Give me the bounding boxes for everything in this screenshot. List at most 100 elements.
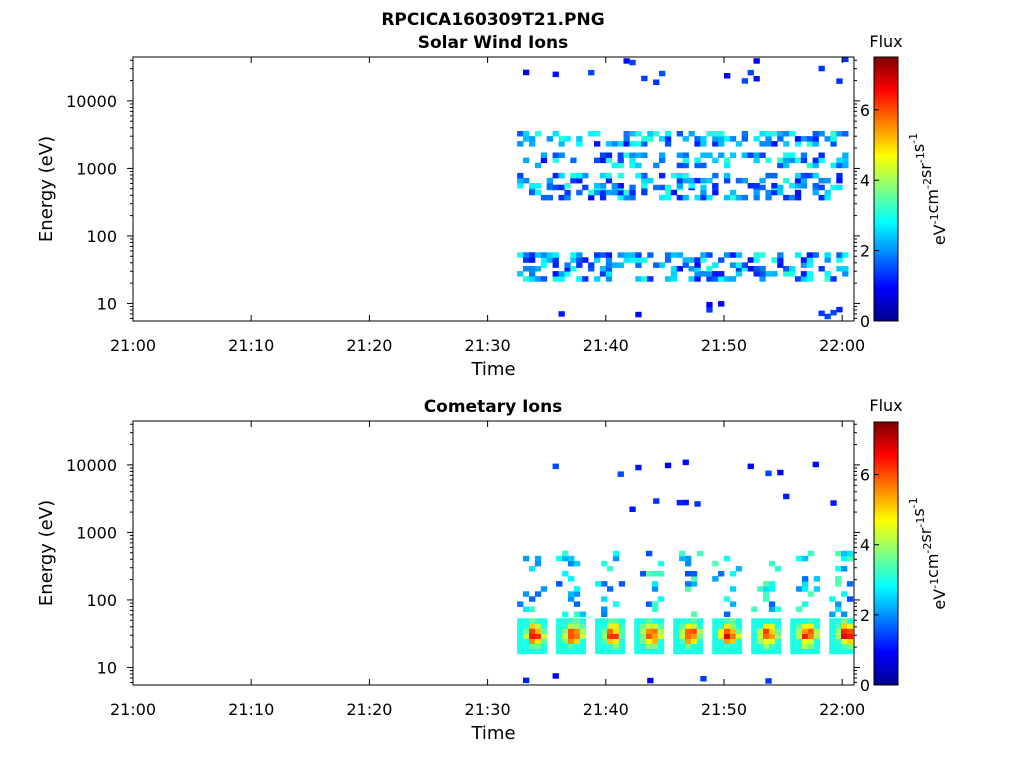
heatmap-cell	[556, 643, 563, 650]
y-tick-label: 10	[97, 294, 117, 313]
heatmap-cell	[836, 266, 843, 272]
heatmap-cell	[790, 643, 797, 650]
heatmap-cell	[529, 276, 536, 282]
heatmap-cell	[568, 560, 575, 567]
heatmap-cell	[618, 643, 626, 650]
heatmap-cell	[594, 157, 601, 164]
heatmap-cell	[774, 638, 782, 644]
heatmap-cell	[763, 643, 770, 650]
heatmap-cell	[690, 576, 698, 582]
heatmap-cell	[623, 252, 630, 258]
heatmap-cell	[679, 555, 686, 562]
heatmap-cell	[789, 131, 796, 137]
heatmap-cell	[718, 301, 725, 307]
heatmap-cell	[647, 677, 654, 684]
heatmap-cell	[682, 162, 689, 169]
heatmap-cell	[794, 136, 802, 142]
heatmap-cell	[741, 194, 748, 201]
y-tick-label: 1000	[76, 159, 117, 178]
heatmap-cell	[846, 555, 854, 562]
heatmap-cell	[605, 266, 613, 272]
heatmap-cell	[595, 623, 602, 629]
heatmap-cell	[741, 266, 748, 272]
y-tick-label: 100	[86, 227, 117, 246]
heatmap-cell	[712, 131, 719, 137]
heatmap-cell	[777, 469, 784, 476]
heatmap-cell	[794, 194, 802, 201]
heatmap-cell	[774, 618, 782, 624]
heatmap-cell	[523, 252, 530, 258]
heatmap-cell	[612, 648, 620, 655]
heatmap-cell	[724, 172, 731, 179]
heatmap-cell	[657, 648, 665, 655]
heatmap-cell	[641, 276, 648, 282]
heatmap-cell	[789, 157, 796, 164]
heatmap-cell	[729, 152, 737, 158]
heatmap-cell	[846, 623, 854, 629]
heatmap-cell	[690, 633, 698, 639]
heatmap-cell	[813, 638, 821, 644]
heatmap-cell	[768, 648, 776, 655]
heatmap-cell	[552, 172, 559, 179]
heatmap-cell	[774, 633, 782, 639]
heatmap-cell	[659, 172, 666, 179]
heatmap-cell	[534, 266, 542, 272]
heatmap-cell	[835, 643, 842, 650]
heatmap-cell	[771, 131, 778, 137]
heatmap-cell	[829, 618, 836, 624]
heatmap-cell	[796, 623, 803, 629]
heatmap-cell	[576, 257, 583, 263]
unit-exponent: -2	[921, 178, 934, 189]
heatmap-cell	[796, 648, 803, 655]
heatmap-cell	[534, 591, 542, 597]
heatmap-cell	[562, 623, 569, 629]
heatmap-cell	[640, 648, 647, 655]
heatmap-cell	[523, 591, 530, 597]
heatmap-cell	[842, 271, 849, 277]
unit-part: eV	[930, 589, 949, 610]
heatmap-cell	[582, 276, 589, 282]
heatmap-cell	[694, 136, 701, 142]
heatmap-cell	[685, 571, 692, 577]
heatmap-cell	[673, 628, 680, 634]
heatmap-cell	[751, 638, 758, 644]
heatmap-cell	[768, 633, 776, 639]
heatmap-cell	[735, 141, 743, 147]
heatmap-cell	[800, 177, 808, 184]
colorbar-gradient	[873, 56, 899, 322]
heatmap-cell	[534, 276, 542, 282]
heatmap-cell	[646, 550, 653, 557]
heatmap-cell	[802, 576, 809, 582]
heatmap-cell	[783, 131, 790, 137]
heatmap-cell	[735, 628, 743, 634]
heatmap-cell	[529, 141, 536, 147]
heatmap-cell	[599, 271, 607, 277]
heatmap-cell	[599, 152, 607, 158]
heatmap-cell	[712, 141, 719, 147]
heatmap-cell	[568, 643, 575, 650]
heatmap-cell	[558, 152, 565, 158]
heatmap-cell	[617, 183, 624, 189]
heatmap-cell	[558, 141, 565, 147]
heatmap-cell	[611, 189, 618, 196]
heatmap-cell	[807, 648, 815, 655]
heatmap-cell	[796, 628, 803, 634]
heatmap-cell	[735, 262, 743, 268]
heatmap-cell	[595, 643, 602, 650]
heatmap-cell	[653, 79, 660, 85]
heatmap-cell	[540, 633, 548, 639]
heatmap-cell	[735, 638, 743, 644]
heatmap-cell	[629, 506, 636, 512]
heatmap-cell	[842, 266, 849, 272]
x-tick-label: 21:40	[583, 336, 629, 355]
heatmap-cell	[664, 189, 672, 196]
heatmap-cell	[599, 183, 607, 189]
heatmap-cell	[700, 257, 707, 263]
heatmap-cell	[835, 648, 842, 655]
heatmap-cell	[629, 59, 636, 66]
heatmap-cell	[735, 194, 743, 201]
heatmap-cell	[768, 560, 776, 567]
heatmap-cell	[800, 152, 808, 158]
heatmap-cell	[706, 266, 713, 272]
heatmap-cell	[694, 262, 701, 268]
